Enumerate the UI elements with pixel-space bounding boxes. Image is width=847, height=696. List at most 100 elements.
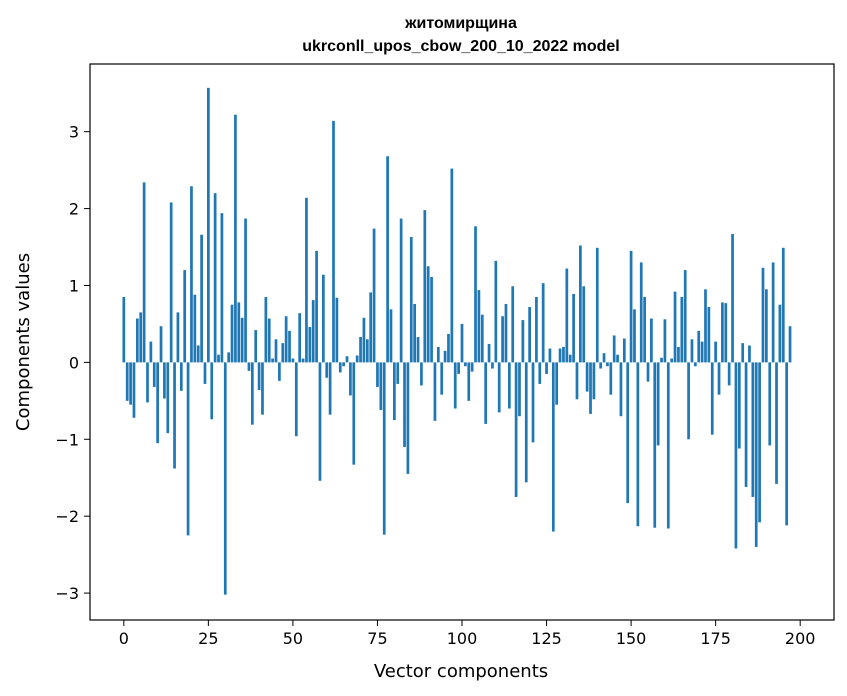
bar-72 — [365, 339, 369, 363]
bar-133 — [572, 293, 575, 363]
bar-197 — [788, 326, 792, 363]
bar-122 — [535, 297, 538, 363]
bar-157 — [653, 362, 657, 528]
bar-181 — [734, 362, 738, 549]
x-tick-label: 0 — [119, 629, 129, 648]
bar-61 — [328, 362, 332, 415]
bar-70 — [359, 337, 362, 363]
bar-173 — [707, 307, 711, 363]
bar-185 — [748, 345, 751, 363]
bar-180 — [731, 233, 734, 363]
bar-35 — [240, 317, 244, 363]
bar-1 — [125, 362, 129, 401]
y-tick-label: 3 — [69, 123, 79, 142]
y-axis-label: Components values — [13, 253, 34, 431]
bar-31 — [227, 352, 231, 363]
chart-title: житомирщина — [404, 15, 517, 32]
bar-7 — [146, 362, 149, 403]
bar-194 — [778, 304, 782, 363]
bar-116 — [514, 362, 518, 497]
bar-158 — [656, 362, 660, 446]
bar-51 — [294, 362, 298, 437]
bar-95 — [443, 350, 447, 363]
y-tick-label: −2 — [55, 507, 79, 526]
bar-47 — [281, 343, 285, 363]
bar-120 — [528, 307, 531, 363]
bar-44 — [271, 358, 274, 363]
bar-92 — [433, 362, 437, 421]
bar-105 — [477, 290, 481, 363]
bar-104 — [474, 226, 477, 363]
bar-123 — [538, 362, 542, 384]
bar-179 — [727, 362, 731, 386]
bar-183 — [741, 343, 745, 363]
bar-175 — [714, 341, 717, 363]
bar-58 — [318, 362, 322, 481]
bar-129 — [558, 348, 562, 363]
bar-169 — [693, 362, 697, 367]
bar-131 — [565, 268, 569, 363]
bar-67 — [349, 362, 352, 396]
bar-20 — [190, 186, 193, 363]
y-tick-label: −3 — [55, 584, 79, 603]
bar-103 — [470, 362, 474, 372]
bar-167 — [687, 362, 690, 440]
bar-159 — [660, 357, 663, 363]
bar-28 — [217, 354, 220, 363]
bar-172 — [704, 289, 707, 363]
bar-99 — [457, 362, 460, 374]
bar-69 — [355, 355, 359, 363]
bar-60 — [325, 362, 329, 378]
bar-168 — [690, 339, 694, 363]
bar-76 — [379, 362, 383, 411]
x-tick-label: 175 — [700, 629, 731, 648]
bar-141 — [599, 362, 603, 369]
bar-66 — [345, 356, 349, 363]
bar-135 — [579, 245, 582, 363]
bar-161 — [666, 362, 670, 529]
bar-177 — [721, 302, 724, 363]
bar-55 — [308, 327, 312, 363]
bar-125 — [545, 362, 548, 374]
bar-121 — [531, 362, 535, 443]
bar-10 — [156, 362, 159, 444]
bar-139 — [592, 362, 596, 400]
bar-195 — [781, 247, 785, 363]
bar-36 — [244, 218, 247, 363]
bar-176 — [717, 362, 721, 395]
bar-9 — [152, 362, 156, 387]
bar-107 — [484, 362, 488, 424]
bar-30 — [223, 362, 227, 595]
bar-188 — [758, 362, 761, 523]
bar-26 — [210, 362, 214, 420]
bar-187 — [754, 362, 758, 547]
bar-96 — [447, 333, 450, 363]
bar-174 — [710, 362, 714, 435]
bar-59 — [321, 274, 325, 363]
bar-155 — [646, 362, 650, 382]
bar-3 — [132, 362, 136, 418]
bar-25 — [207, 87, 210, 363]
bar-163 — [673, 291, 677, 363]
bar-98 — [453, 362, 457, 409]
bar-154 — [643, 297, 646, 363]
bar-17 — [179, 362, 183, 391]
bar-41 — [261, 362, 264, 415]
bar-75 — [376, 362, 379, 387]
bar-87 — [416, 337, 420, 363]
bar-38 — [250, 362, 254, 425]
bar-32 — [230, 304, 234, 363]
bar-19 — [186, 362, 190, 536]
bar-138 — [589, 362, 592, 414]
bar-73 — [369, 292, 373, 363]
bar-113 — [504, 303, 508, 363]
bar-13 — [166, 362, 170, 434]
bar-145 — [612, 335, 616, 363]
bar-144 — [609, 362, 613, 395]
bar-136 — [582, 286, 586, 363]
bar-184 — [744, 362, 748, 487]
bar-74 — [372, 228, 376, 363]
bar-153 — [639, 262, 643, 363]
bar-143 — [606, 362, 609, 367]
x-tick-label: 200 — [785, 629, 816, 648]
